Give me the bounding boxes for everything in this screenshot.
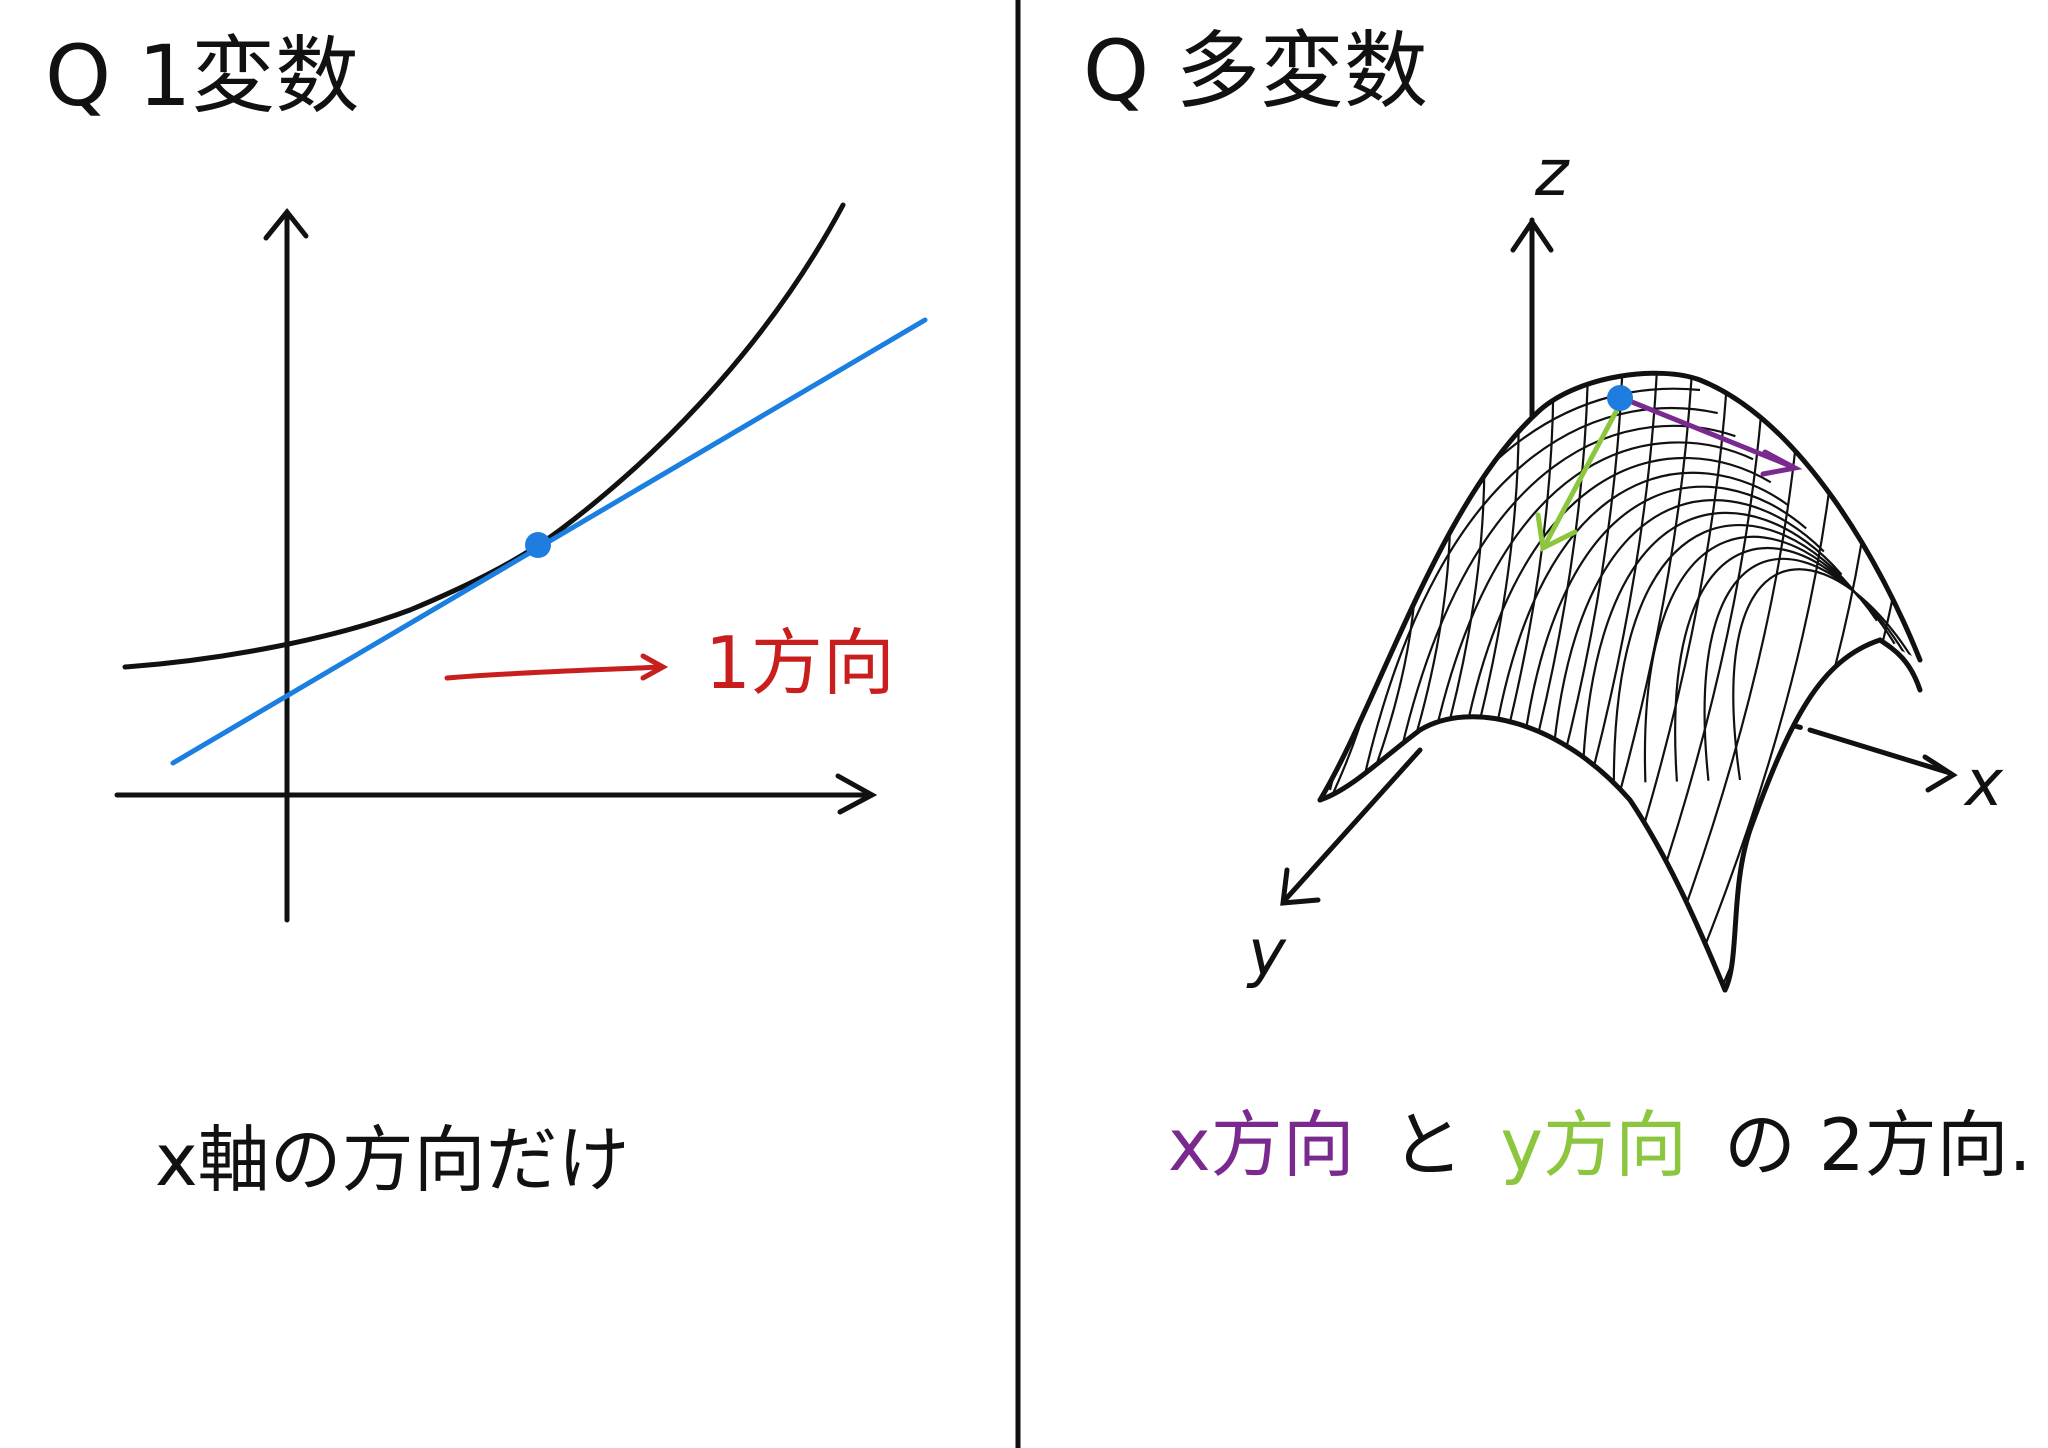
right-caption: x方向 と y方向 の 2方向. [1168, 1103, 2032, 1187]
right-z-axis-arrowhead-icon [1510, 217, 1554, 253]
left-tangent-point-icon [525, 532, 551, 558]
right-point-icon [1607, 385, 1633, 411]
left-x-axis-arrowhead-icon [835, 773, 878, 815]
right-y-direction-arrow-icon [1535, 405, 1621, 552]
left-exponential-curve [122, 202, 846, 670]
right-x-direction-arrow-icon [1624, 397, 1803, 477]
caption-x-direction: x方向 [1168, 1103, 1355, 1187]
left-y-axis-arrowhead-icon [263, 207, 309, 241]
mesh-rib-line [1664, 442, 1798, 961]
right-saddle-surface [1317, 370, 1923, 993]
caption-to: と [1392, 1103, 1464, 1187]
mesh-arch-line [1423, 441, 1754, 788]
mesh-arch-line [1455, 456, 1772, 788]
mesh-arch-line [1549, 499, 1825, 785]
mesh-arch-line [1643, 535, 1878, 783]
left-direction-label: 1方向 [705, 621, 895, 705]
mesh-arch-line [1732, 568, 1920, 781]
right-panel: Q 多変数 z x y [1083, 22, 2032, 1187]
left-caption: x軸の方向だけ [155, 1118, 630, 1202]
mesh-arch-line [1703, 557, 1914, 781]
left-direction-arrow-icon [444, 653, 669, 681]
right-y-axis-arrowhead-icon [1280, 867, 1321, 906]
mesh-rib-line [1692, 478, 1832, 974]
mesh-arch-line [1581, 511, 1843, 784]
left-title: Q 1変数 [45, 27, 359, 125]
mesh-arch-line [1518, 485, 1807, 786]
caption-y-direction: y方向 [1500, 1103, 1687, 1187]
caption-two-directions: の 2方向. [1724, 1103, 2032, 1187]
right-x-axis-arrowhead-icon [1922, 754, 1958, 793]
surface-right-edge [1722, 637, 1923, 993]
right-axis-y-label: y [1246, 917, 1287, 991]
left-axes [114, 207, 878, 923]
right-axis-x-label: x [1963, 747, 2004, 821]
surface-front-edge [1317, 714, 1728, 993]
surface-outline [1317, 370, 1923, 803]
mesh-arch-line [1486, 471, 1790, 787]
right-axis-z-label: z [1534, 137, 1570, 211]
left-panel: Q 1変数 1方向 x軸の方向だけ [45, 27, 928, 1202]
mesh-arch-line [1360, 407, 1718, 790]
right-title: Q 多変数 [1083, 22, 1428, 120]
